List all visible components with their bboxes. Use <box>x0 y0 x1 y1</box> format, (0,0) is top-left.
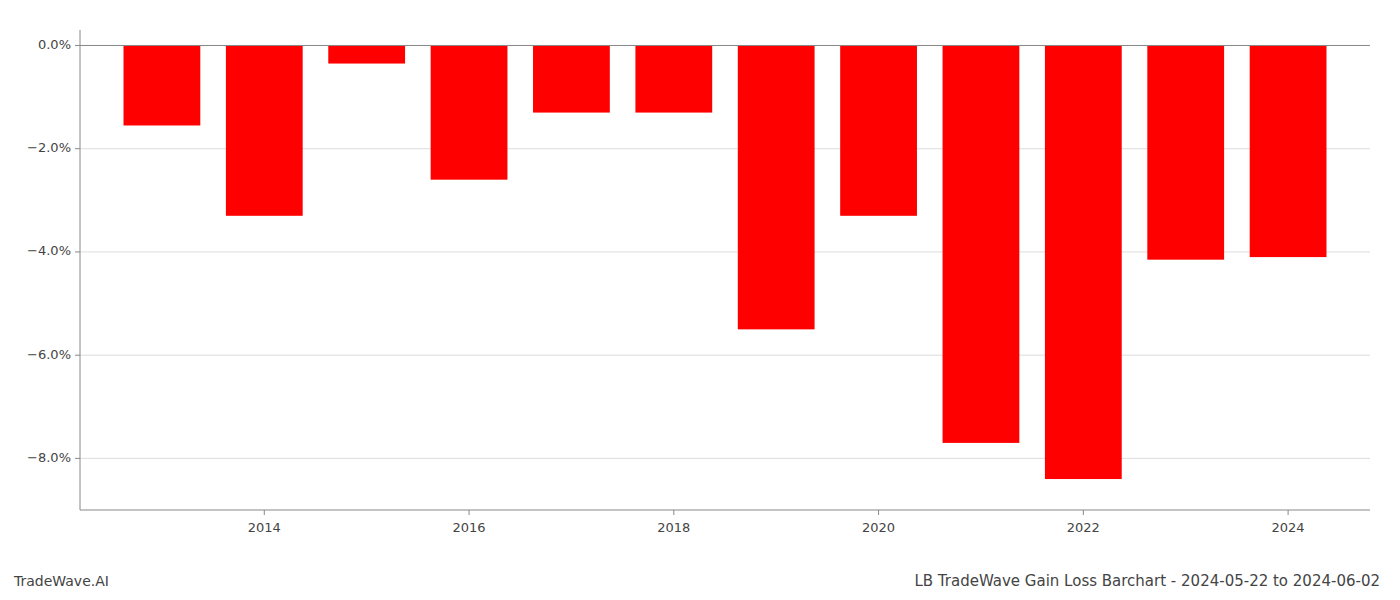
y-tick <box>75 458 80 459</box>
x-tick-label: 2020 <box>862 520 895 535</box>
grid-line <box>80 458 1370 459</box>
title: LB TradeWave Gain Loss Barchart - 2024-0… <box>914 572 1380 590</box>
y-axis-line <box>80 30 81 510</box>
grid-line <box>80 45 1370 46</box>
bars <box>124 45 1327 479</box>
chart-svg: 0.0% −2.0% −4.0% −6.0% −8.0% 2014 2016 2018 2020… <box>0 0 1400 600</box>
y-tick-label: −6.0% <box>27 347 71 362</box>
x-axis: 2014 2016 2018 2020 2022 2024 <box>80 510 1370 535</box>
x-tick <box>878 510 879 515</box>
watermark: TradeWave.AI <box>13 573 109 589</box>
bar <box>431 45 508 179</box>
chart-container: 0.0% −2.0% −4.0% −6.0% −8.0% 2014 2016 2018 2020… <box>0 0 1400 600</box>
x-tick <box>469 510 470 515</box>
bar <box>943 45 1020 442</box>
y-tick <box>75 45 80 46</box>
bar <box>533 45 610 112</box>
x-tick-label: 2016 <box>453 520 486 535</box>
y-tick-label: −2.0% <box>27 140 71 155</box>
bar <box>1045 45 1122 479</box>
y-tick-label: −4.0% <box>27 243 71 258</box>
bar <box>124 45 201 125</box>
y-tick <box>75 251 80 252</box>
bar <box>738 45 815 329</box>
grid-line <box>80 355 1370 356</box>
y-grid <box>80 45 1370 458</box>
bar <box>840 45 917 215</box>
zero-line <box>80 45 1370 46</box>
bar <box>1250 45 1327 257</box>
y-axis: 0.0% −2.0% −4.0% −6.0% −8.0% <box>27 30 80 510</box>
bar <box>328 45 405 63</box>
x-tick-label: 2024 <box>1272 520 1305 535</box>
bar <box>1147 45 1224 259</box>
x-tick-label: 2014 <box>248 520 281 535</box>
x-axis-line <box>80 510 1370 511</box>
x-tick <box>1083 510 1084 515</box>
y-tick <box>75 148 80 149</box>
x-tick-label: 2022 <box>1067 520 1100 535</box>
bar <box>226 45 303 215</box>
y-tick-label: 0.0% <box>38 37 71 52</box>
x-tick <box>264 510 265 515</box>
x-tick <box>1288 510 1289 515</box>
bar <box>635 45 712 112</box>
x-tick-label: 2018 <box>657 520 690 535</box>
y-tick <box>75 355 80 356</box>
x-tick <box>673 510 674 515</box>
y-tick-label: −8.0% <box>27 450 71 465</box>
